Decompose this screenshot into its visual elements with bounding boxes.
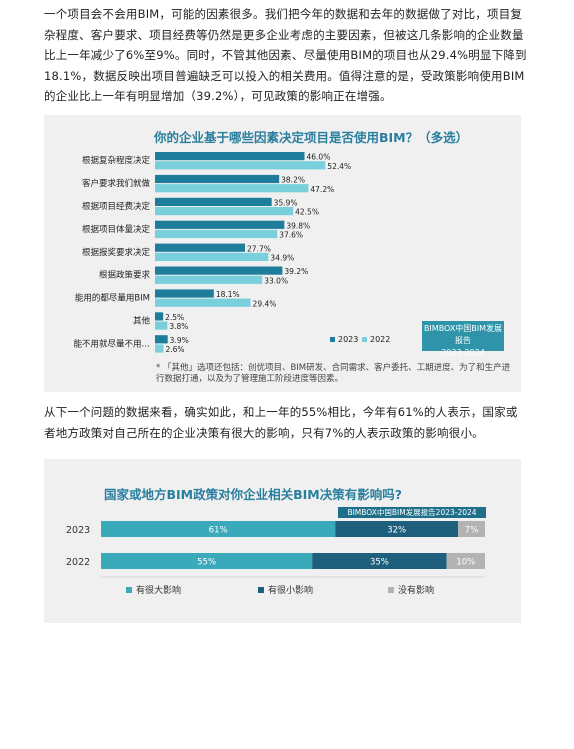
value-label: 47.2% xyxy=(310,185,334,194)
stack-segment-有很小影响 xyxy=(312,553,447,569)
legend-swatch xyxy=(388,587,394,593)
value-label: 52.4% xyxy=(327,162,351,171)
bar-2022 xyxy=(155,161,326,170)
segment-value-label: 61% xyxy=(209,526,228,536)
stack-segment-有很大影响 xyxy=(101,521,336,537)
value-label: 35.9% xyxy=(274,199,298,208)
year-label: 2022 xyxy=(66,557,90,568)
policy-chart-source-badge: BIMBOX中国BIM发展报告2023-2024 xyxy=(338,507,486,518)
segment-value-label: 35% xyxy=(370,558,389,568)
legend-label: 没有影响 xyxy=(398,584,434,596)
bar-2023 xyxy=(155,220,285,229)
bar-2022 xyxy=(155,298,251,307)
stack-segment-有很大影响 xyxy=(101,553,313,569)
legend-swatch xyxy=(330,337,335,342)
category-label: 根据报奖要求决定 xyxy=(82,247,151,258)
bar-2023 xyxy=(155,197,272,206)
policy-stacked-bar-chart: 2023 61% 32% 7% 2022 55% 35% 10% 有很大影响 有很小影响 没有影响 xyxy=(66,521,485,596)
bar-2022 xyxy=(155,252,269,261)
value-label: 29.4% xyxy=(253,299,277,308)
bar-2022 xyxy=(155,275,263,284)
bar-2022 xyxy=(155,184,309,193)
bar-2022 xyxy=(155,344,164,353)
value-label: 34.9% xyxy=(270,254,294,263)
value-label: 37.6% xyxy=(279,231,303,240)
bar-2022 xyxy=(155,229,278,239)
legend-swatch xyxy=(258,587,264,593)
value-label: 2.6% xyxy=(165,345,184,354)
bar-2023 xyxy=(155,243,246,252)
category-label: 根据复杂程度决定 xyxy=(82,155,151,166)
bar-2022 xyxy=(155,207,294,216)
factors-chart-note: * 「其他」选项还包括：创优项目、BIM研发、合同需求、客户委托、工期进度、为了… xyxy=(156,363,511,384)
category-label: 根据项目经费决定 xyxy=(82,201,151,212)
category-label: 能用的都尽量用BIM xyxy=(75,293,150,304)
legend-label: 有很小影响 xyxy=(268,584,313,596)
value-label: 3.8% xyxy=(169,322,188,331)
legend-label: 有很大影响 xyxy=(136,584,181,596)
factors-chart-source-badge: BIMBOX中国BIM发展报告 2023-2024 xyxy=(422,321,504,357)
segment-value-label: 55% xyxy=(197,558,216,568)
category-label: 能不用就尽量不用… xyxy=(73,338,150,349)
segment-value-label: 10% xyxy=(456,558,475,568)
category-label: 根据政策要求 xyxy=(99,270,151,281)
middle-paragraph: 从下一个问题的数据来看，确实如此，和上一年的55%相比，今年有61%的人表示，国… xyxy=(44,405,518,440)
policy-chart-panel: 国家或地方BIM政策对你企业相关BIM决策有影响吗? BIMBOX中国BIM发展… xyxy=(44,459,521,623)
bar-2023 xyxy=(155,152,305,161)
legend-swatch xyxy=(362,337,367,342)
bar-2022 xyxy=(155,321,168,330)
factors-chart-source-text: BIMBOX中国BIM发展报告 2023-2024 xyxy=(423,324,503,357)
legend-label: 2022 xyxy=(370,335,390,344)
category-label: 其他 xyxy=(133,316,151,327)
stack-segment-没有影响 xyxy=(446,553,485,569)
value-label: 42.5% xyxy=(295,208,319,217)
policy-chart-title: 国家或地方BIM政策对你企业相关BIM决策有影响吗? xyxy=(104,487,402,502)
stack-segment-没有影响 xyxy=(458,521,485,537)
bar-2023 xyxy=(155,335,168,344)
category-label: 客户要求我们就做 xyxy=(82,178,151,189)
value-label: 38.2% xyxy=(281,176,305,185)
segment-value-label: 7% xyxy=(465,526,479,536)
intro-paragraph: 一个项目会不会用BIM，可能的因素很多。我们把今年的数据和去年的数据做了对比，项… xyxy=(44,7,527,103)
segment-value-label: 32% xyxy=(387,526,406,536)
bar-2023 xyxy=(155,312,164,321)
value-label: 46.0% xyxy=(307,153,331,162)
category-label: 根据项目体量决定 xyxy=(82,224,151,235)
legend-swatch xyxy=(126,587,132,593)
value-label: 3.9% xyxy=(170,336,189,345)
year-label: 2023 xyxy=(66,525,90,536)
value-label: 2.5% xyxy=(165,313,184,322)
factors-chart-title: 你的企业基于哪些因素决定项目是否使用BIM？（多选） xyxy=(154,130,469,145)
factors-bar-chart: 根据复杂程度决定 46.0%52.4% 客户要求我们就做 38.2% 47.2% 根据项目… xyxy=(73,152,390,354)
value-label: 39.8% xyxy=(286,221,310,230)
value-label: 18.1% xyxy=(216,290,240,299)
value-label: 27.7% xyxy=(247,244,271,253)
bar-2023 xyxy=(155,266,283,275)
value-label: 39.2% xyxy=(284,267,308,276)
value-label: 33.0% xyxy=(264,276,288,285)
bar-2023 xyxy=(155,289,214,298)
stack-segment-有很小影响 xyxy=(335,521,459,537)
bar-2023 xyxy=(155,174,280,184)
factors-chart-panel: 你的企业基于哪些因素决定项目是否使用BIM？（多选） 根据复杂程度决定 46.0%… xyxy=(44,115,521,392)
legend-label: 2023 xyxy=(338,335,358,344)
